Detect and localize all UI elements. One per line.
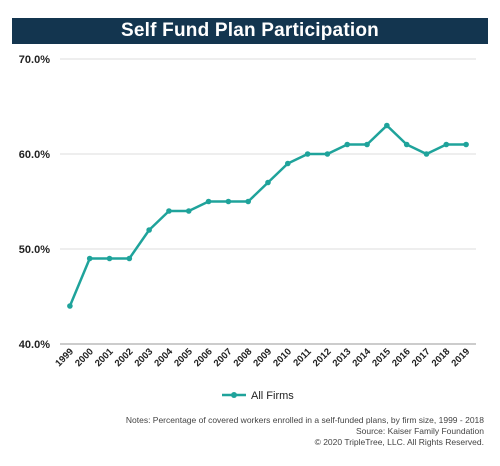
x-tick-label: 2015 (370, 346, 393, 369)
source-line: Source: Kaiser Family Foundation (355, 426, 484, 436)
x-tick-label: 2004 (152, 346, 175, 369)
x-tick-label: 2012 (311, 346, 334, 369)
x-tick-label: 2018 (430, 346, 453, 369)
gridlines (60, 58, 476, 250)
data-point (463, 141, 469, 148)
x-tick-label: 1999 (53, 346, 76, 369)
x-tick-label: 2009 (251, 346, 274, 369)
x-tick-label: 2006 (192, 346, 215, 369)
data-point (225, 198, 232, 205)
title-bar (12, 18, 488, 44)
x-tick-label: 2008 (232, 346, 255, 369)
data-point (265, 179, 271, 186)
data-point (364, 141, 370, 148)
data-point (423, 151, 430, 157)
data-point (245, 198, 251, 205)
copyright-line: © 2020 TripleTree, LLC. All Rights Reser… (314, 437, 484, 447)
data-point (67, 303, 73, 309)
x-tick-label: 2001 (93, 346, 116, 369)
data-point (185, 208, 192, 214)
data-point (344, 141, 351, 148)
legend: All Firms (222, 390, 294, 402)
data-point (166, 208, 172, 214)
x-tick-label: 2000 (73, 346, 96, 369)
x-tick-label: 2007 (212, 346, 235, 369)
data-point (146, 227, 152, 233)
x-tick-label: 2011 (291, 346, 314, 369)
data-point (384, 122, 390, 129)
y-tick-label: 50.0% (19, 244, 50, 256)
x-tick-label: 2016 (390, 346, 413, 369)
y-tick-label: 70.0% (19, 54, 50, 66)
data-point (205, 198, 212, 205)
x-tick-label: 2014 (350, 346, 373, 369)
data-point (86, 255, 93, 262)
chart-title: Self Fund Plan Participation (121, 20, 379, 41)
x-tick-label: 2017 (410, 346, 433, 369)
y-tick-label: 40.0% (19, 339, 50, 351)
data-point (285, 160, 291, 167)
notes-line: Notes: Percentage of covered workers enr… (125, 415, 484, 425)
x-tick-label: 2005 (172, 346, 195, 369)
x-tick-label: 2019 (449, 346, 472, 369)
series-line (68, 124, 467, 307)
data-point (324, 151, 331, 157)
series-all-firms (67, 122, 469, 309)
chart-title-container: Self Fund Plan Participation (12, 18, 488, 44)
x-tick-label: 2013 (331, 346, 354, 369)
legend-label: All Firms (251, 390, 294, 402)
data-point (304, 151, 311, 157)
data-point (126, 255, 133, 262)
legend-swatch-marker (231, 392, 237, 398)
data-point (403, 141, 410, 148)
y-tick-label: 60.0% (19, 149, 50, 161)
data-point (443, 141, 450, 148)
x-tick-label: 2003 (133, 346, 156, 369)
data-point (106, 255, 113, 262)
x-axis-tick-labels: 1999200020012002200320042005200620072008… (53, 346, 472, 369)
x-tick-label: 2010 (271, 346, 294, 369)
y-axis-tick-labels: 40.0% 50.0% 60.0% 70.0% (19, 54, 50, 351)
chart-notes: Notes: Percentage of covered workers enr… (126, 415, 484, 448)
x-tick-label: 2002 (113, 346, 136, 369)
